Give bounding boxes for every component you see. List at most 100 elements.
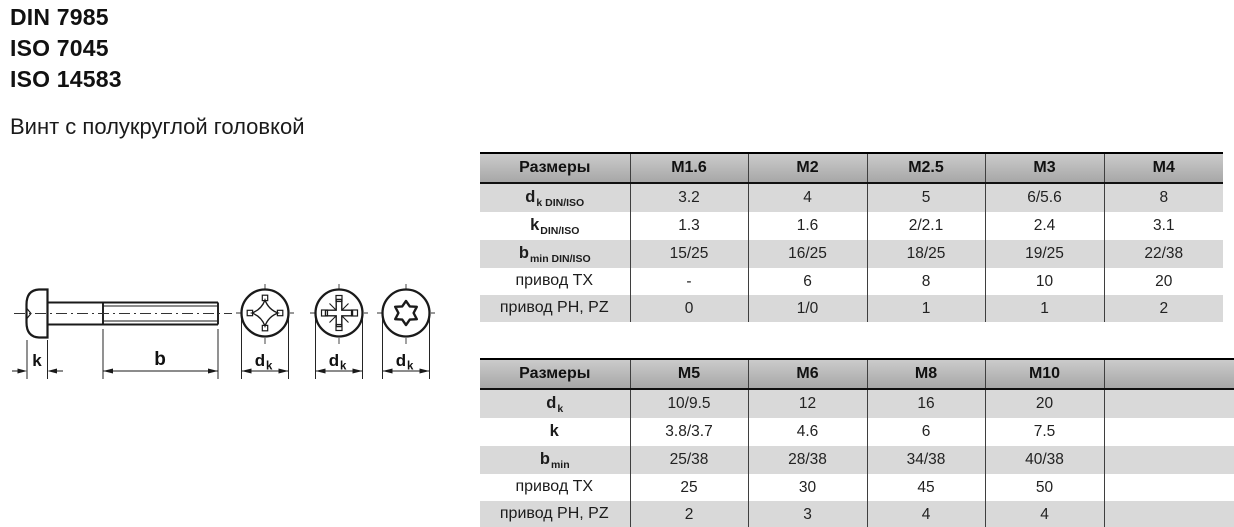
dim-label-dk3-sub: k	[407, 361, 414, 373]
row-label: привод TX	[480, 474, 630, 501]
table-cell: -	[629, 268, 748, 295]
table-cell: 25/38	[629, 446, 748, 474]
row-label-subscript: min	[550, 459, 570, 471]
table-cell: 10/9.5	[629, 389, 748, 418]
table-cell: 3.8/3.7	[629, 418, 748, 446]
table-cell: 12	[747, 389, 867, 418]
table-cell: 6/5.6	[984, 183, 1104, 212]
row-label: привод PH, PZ	[480, 501, 630, 527]
row-label: k	[480, 418, 630, 446]
table-cell: 34/38	[866, 446, 985, 474]
table-row: dk DIN/ISO 3.2 4 5 6/5.6 8	[480, 183, 1223, 212]
product-title: Винт с полукруглой головкой	[10, 114, 305, 139]
table-header-row: Размеры M1.6 M2 M2.5 M3 M4	[480, 152, 1223, 184]
table-cell: 1	[984, 295, 1104, 322]
dim-label-dk3-main: d	[396, 351, 406, 370]
standard-din: DIN 7985	[10, 4, 109, 30]
table-cell: 7.5	[984, 418, 1104, 446]
table-header-row: Размеры M5 M6 M8 M10	[480, 358, 1234, 390]
table-cell: 4.6	[747, 418, 867, 446]
table-cell: 5	[866, 183, 985, 212]
table-cell: 2/2.1	[866, 212, 985, 240]
column-header: M1.6	[629, 152, 748, 184]
row-label: dk	[480, 389, 630, 418]
column-header: M4	[1103, 152, 1223, 184]
table-cell	[1103, 501, 1234, 527]
dim-label-b: b	[154, 349, 166, 370]
screw-technical-drawing: k b d k d k d k	[12, 284, 435, 379]
table-cell: 3.2	[629, 183, 748, 212]
column-header: M6	[747, 358, 867, 390]
table-cell: 15/25	[629, 240, 748, 268]
row-label-subscript: k	[557, 403, 564, 415]
table-cell: 1	[866, 295, 985, 322]
table-cell: 50	[984, 474, 1104, 501]
dimension-k	[12, 340, 63, 379]
table-cell	[1103, 474, 1234, 501]
torx-recess-icon	[377, 284, 435, 344]
row-label-symbol: d	[525, 188, 536, 206]
table-cell: 16	[866, 389, 985, 418]
column-header-empty	[1103, 358, 1234, 390]
row-label-text: привод TX	[515, 272, 594, 289]
table-cell: 1.3	[629, 212, 748, 240]
row-label-symbol: b	[539, 450, 550, 468]
table-cell	[1103, 418, 1234, 446]
column-header: M2	[747, 152, 867, 184]
table-cell: 1.6	[747, 212, 867, 240]
table-cell: 30	[747, 474, 867, 501]
table-cell	[1103, 389, 1234, 418]
table-cell: 6	[866, 418, 985, 446]
table-cell: 2	[629, 501, 748, 527]
table-cell	[1103, 446, 1234, 474]
dim-label-dk1-main: d	[255, 351, 265, 370]
table-cell: 22/38	[1103, 240, 1223, 268]
row-label: kDIN/ISO	[480, 212, 630, 240]
column-header: M8	[866, 358, 985, 390]
row-label-symbol: b	[518, 244, 529, 262]
table-cell: 6	[747, 268, 867, 295]
table-cell: 45	[866, 474, 985, 501]
dim-label-dk2-main: d	[329, 351, 339, 370]
dim-label-k: k	[32, 351, 42, 370]
size-table-small: Размеры M1.6 M2 M2.5 M3 M4 dk DIN/ISO 3.…	[480, 152, 1223, 322]
table-cell: 20	[984, 389, 1104, 418]
row-label-text: привод PH, PZ	[499, 505, 609, 522]
size-table-large: Размеры M5 M6 M8 M10 dk 10/9.5 12 16 20 …	[480, 358, 1234, 527]
row-label: bmin	[480, 446, 630, 474]
row-label-symbol: d	[546, 394, 557, 412]
row-label-symbol: k	[530, 216, 540, 234]
table-cell: 40/38	[984, 446, 1104, 474]
row-label-text: привод TX	[515, 478, 594, 495]
table-cell: 2.4	[984, 212, 1104, 240]
table-cell: 3	[747, 501, 867, 527]
table-cell: 25	[629, 474, 748, 501]
table-row: привод TX - 6 8 10 20	[480, 268, 1223, 295]
column-header: Размеры	[480, 358, 630, 390]
standard-iso-7045: ISO 7045	[10, 35, 109, 61]
table-row: k 3.8/3.7 4.6 6 7.5	[480, 418, 1234, 446]
column-header: M10	[984, 358, 1104, 390]
table-row: привод PH, PZ 2 3 4 4	[480, 501, 1234, 527]
table-row: привод PH, PZ 0 1/0 1 1 2	[480, 295, 1223, 322]
table-row: bmin 25/38 28/38 34/38 40/38	[480, 446, 1234, 474]
table-cell: 8	[1103, 183, 1223, 212]
dim-label-dk2-sub: k	[340, 361, 347, 373]
dim-label-dk1-sub: k	[266, 361, 273, 373]
table-cell: 4	[984, 501, 1104, 527]
table-cell: 1/0	[747, 295, 867, 322]
row-label: привод TX	[480, 268, 630, 295]
table-row: привод TX 25 30 45 50	[480, 474, 1234, 501]
table-cell: 16/25	[747, 240, 867, 268]
dimension-b	[102, 329, 219, 379]
table-cell: 19/25	[984, 240, 1104, 268]
table-cell: 10	[984, 268, 1104, 295]
table-row: kDIN/ISO 1.3 1.6 2/2.1 2.4 3.1	[480, 212, 1223, 240]
pozidriv-recess-icon	[310, 284, 368, 344]
row-label-subscript: DIN/ISO	[540, 225, 580, 237]
column-header: Размеры	[480, 152, 630, 184]
row-label-text: привод PH, PZ	[499, 299, 609, 316]
standards-header: DIN 7985 ISO 7045 ISO 14583	[10, 2, 122, 95]
table-cell: 4	[866, 501, 985, 527]
row-label-subscript: k DIN/ISO	[536, 197, 585, 209]
